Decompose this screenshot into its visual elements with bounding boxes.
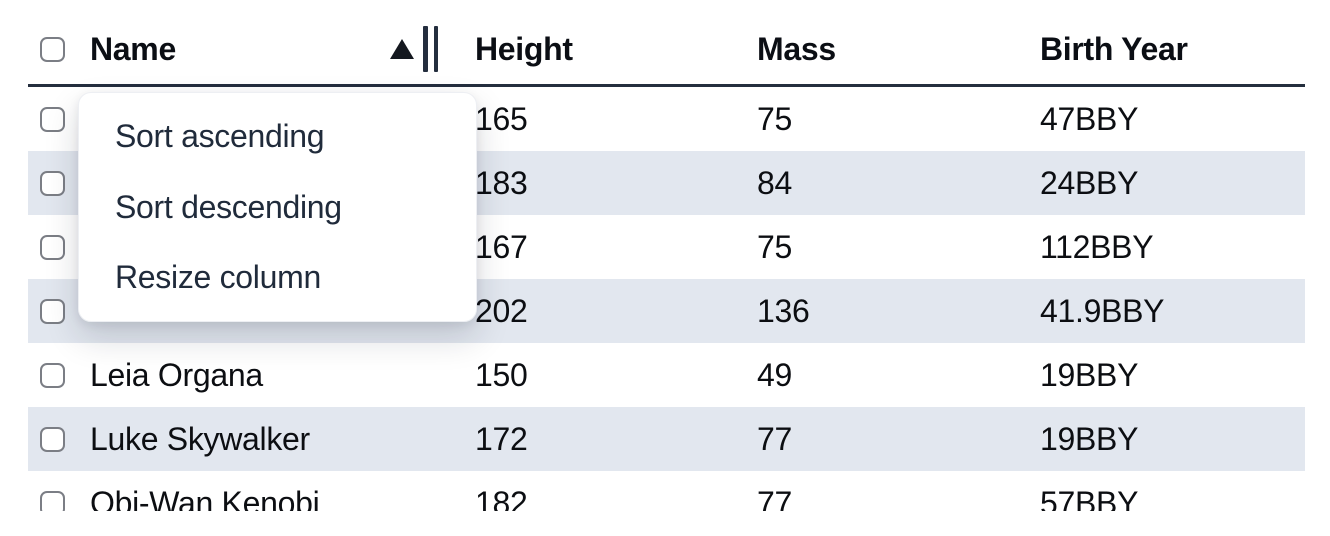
row-name-cell: Obi-Wan Kenobi <box>90 484 320 512</box>
row-mass-cell: 84 <box>757 164 792 201</box>
row-checkbox[interactable] <box>40 490 65 511</box>
table-row: Luke Skywalker 172 77 19BBY <box>28 407 1305 471</box>
menu-item-resize-column[interactable]: Resize column <box>115 259 321 296</box>
row-name-cell: Luke Skywalker <box>90 420 310 457</box>
row-height-cell: 172 <box>475 420 528 457</box>
column-context-menu: Sort ascending Sort descending Resize co… <box>78 92 477 322</box>
row-height-cell: 183 <box>475 164 528 201</box>
row-checkbox-cell <box>28 234 76 260</box>
column-header-name-label: Name <box>90 30 176 67</box>
row-checkbox[interactable] <box>40 106 65 132</box>
row-checkbox-cell <box>28 170 76 196</box>
header-checkbox-cell <box>28 36 76 62</box>
row-height-cell: 202 <box>475 292 528 329</box>
row-name-cell: Leia Organa <box>90 356 263 393</box>
sort-ascending-triangle-up-icon <box>390 39 414 59</box>
row-mass-cell: 75 <box>757 100 792 137</box>
select-all-checkbox[interactable] <box>40 36 65 62</box>
row-birth-year-cell: 24BBY <box>1040 164 1139 201</box>
row-checkbox-cell <box>28 362 76 388</box>
row-mass-cell: 49 <box>757 356 792 393</box>
row-height-cell: 150 <box>475 356 528 393</box>
column-header-mass[interactable]: Mass <box>757 30 836 67</box>
row-mass-cell: 75 <box>757 228 792 265</box>
menu-item-sort-descending[interactable]: Sort descending <box>115 188 342 225</box>
row-checkbox-cell <box>28 426 76 452</box>
row-mass-cell: 77 <box>757 420 792 457</box>
row-checkbox[interactable] <box>40 170 65 196</box>
row-checkbox-cell <box>28 298 76 324</box>
row-birth-year-cell: 41.9BBY <box>1040 292 1165 329</box>
table-row: Leia Organa 150 49 19BBY <box>28 343 1305 407</box>
column-header-birth-year[interactable]: Birth Year <box>1040 30 1188 67</box>
row-height-cell: 165 <box>475 100 528 137</box>
row-height-cell: 182 <box>475 484 528 512</box>
row-birth-year-cell: 19BBY <box>1040 420 1139 457</box>
row-mass-cell: 136 <box>757 292 810 329</box>
column-header-name[interactable]: Name <box>76 14 475 84</box>
column-header-height[interactable]: Height <box>475 30 573 67</box>
row-birth-year-cell: 19BBY <box>1040 356 1139 393</box>
row-checkbox-cell <box>28 106 76 132</box>
column-resize-handle-icon[interactable] <box>423 26 438 72</box>
table-row: Obi-Wan Kenobi 182 77 57BBY <box>28 471 1305 511</box>
row-birth-year-cell: 57BBY <box>1040 484 1139 512</box>
table-header: Name Height Mass Birth Year <box>28 0 1305 87</box>
row-height-cell: 167 <box>475 228 528 265</box>
row-checkbox[interactable] <box>40 234 65 260</box>
row-checkbox[interactable] <box>40 362 65 388</box>
row-birth-year-cell: 112BBY <box>1040 228 1154 265</box>
row-birth-year-cell: 47BBY <box>1040 100 1139 137</box>
row-mass-cell: 77 <box>757 484 792 512</box>
row-checkbox-cell <box>28 490 76 511</box>
menu-item-sort-ascending[interactable]: Sort ascending <box>115 117 325 154</box>
row-checkbox[interactable] <box>40 298 65 324</box>
row-checkbox[interactable] <box>40 426 65 452</box>
